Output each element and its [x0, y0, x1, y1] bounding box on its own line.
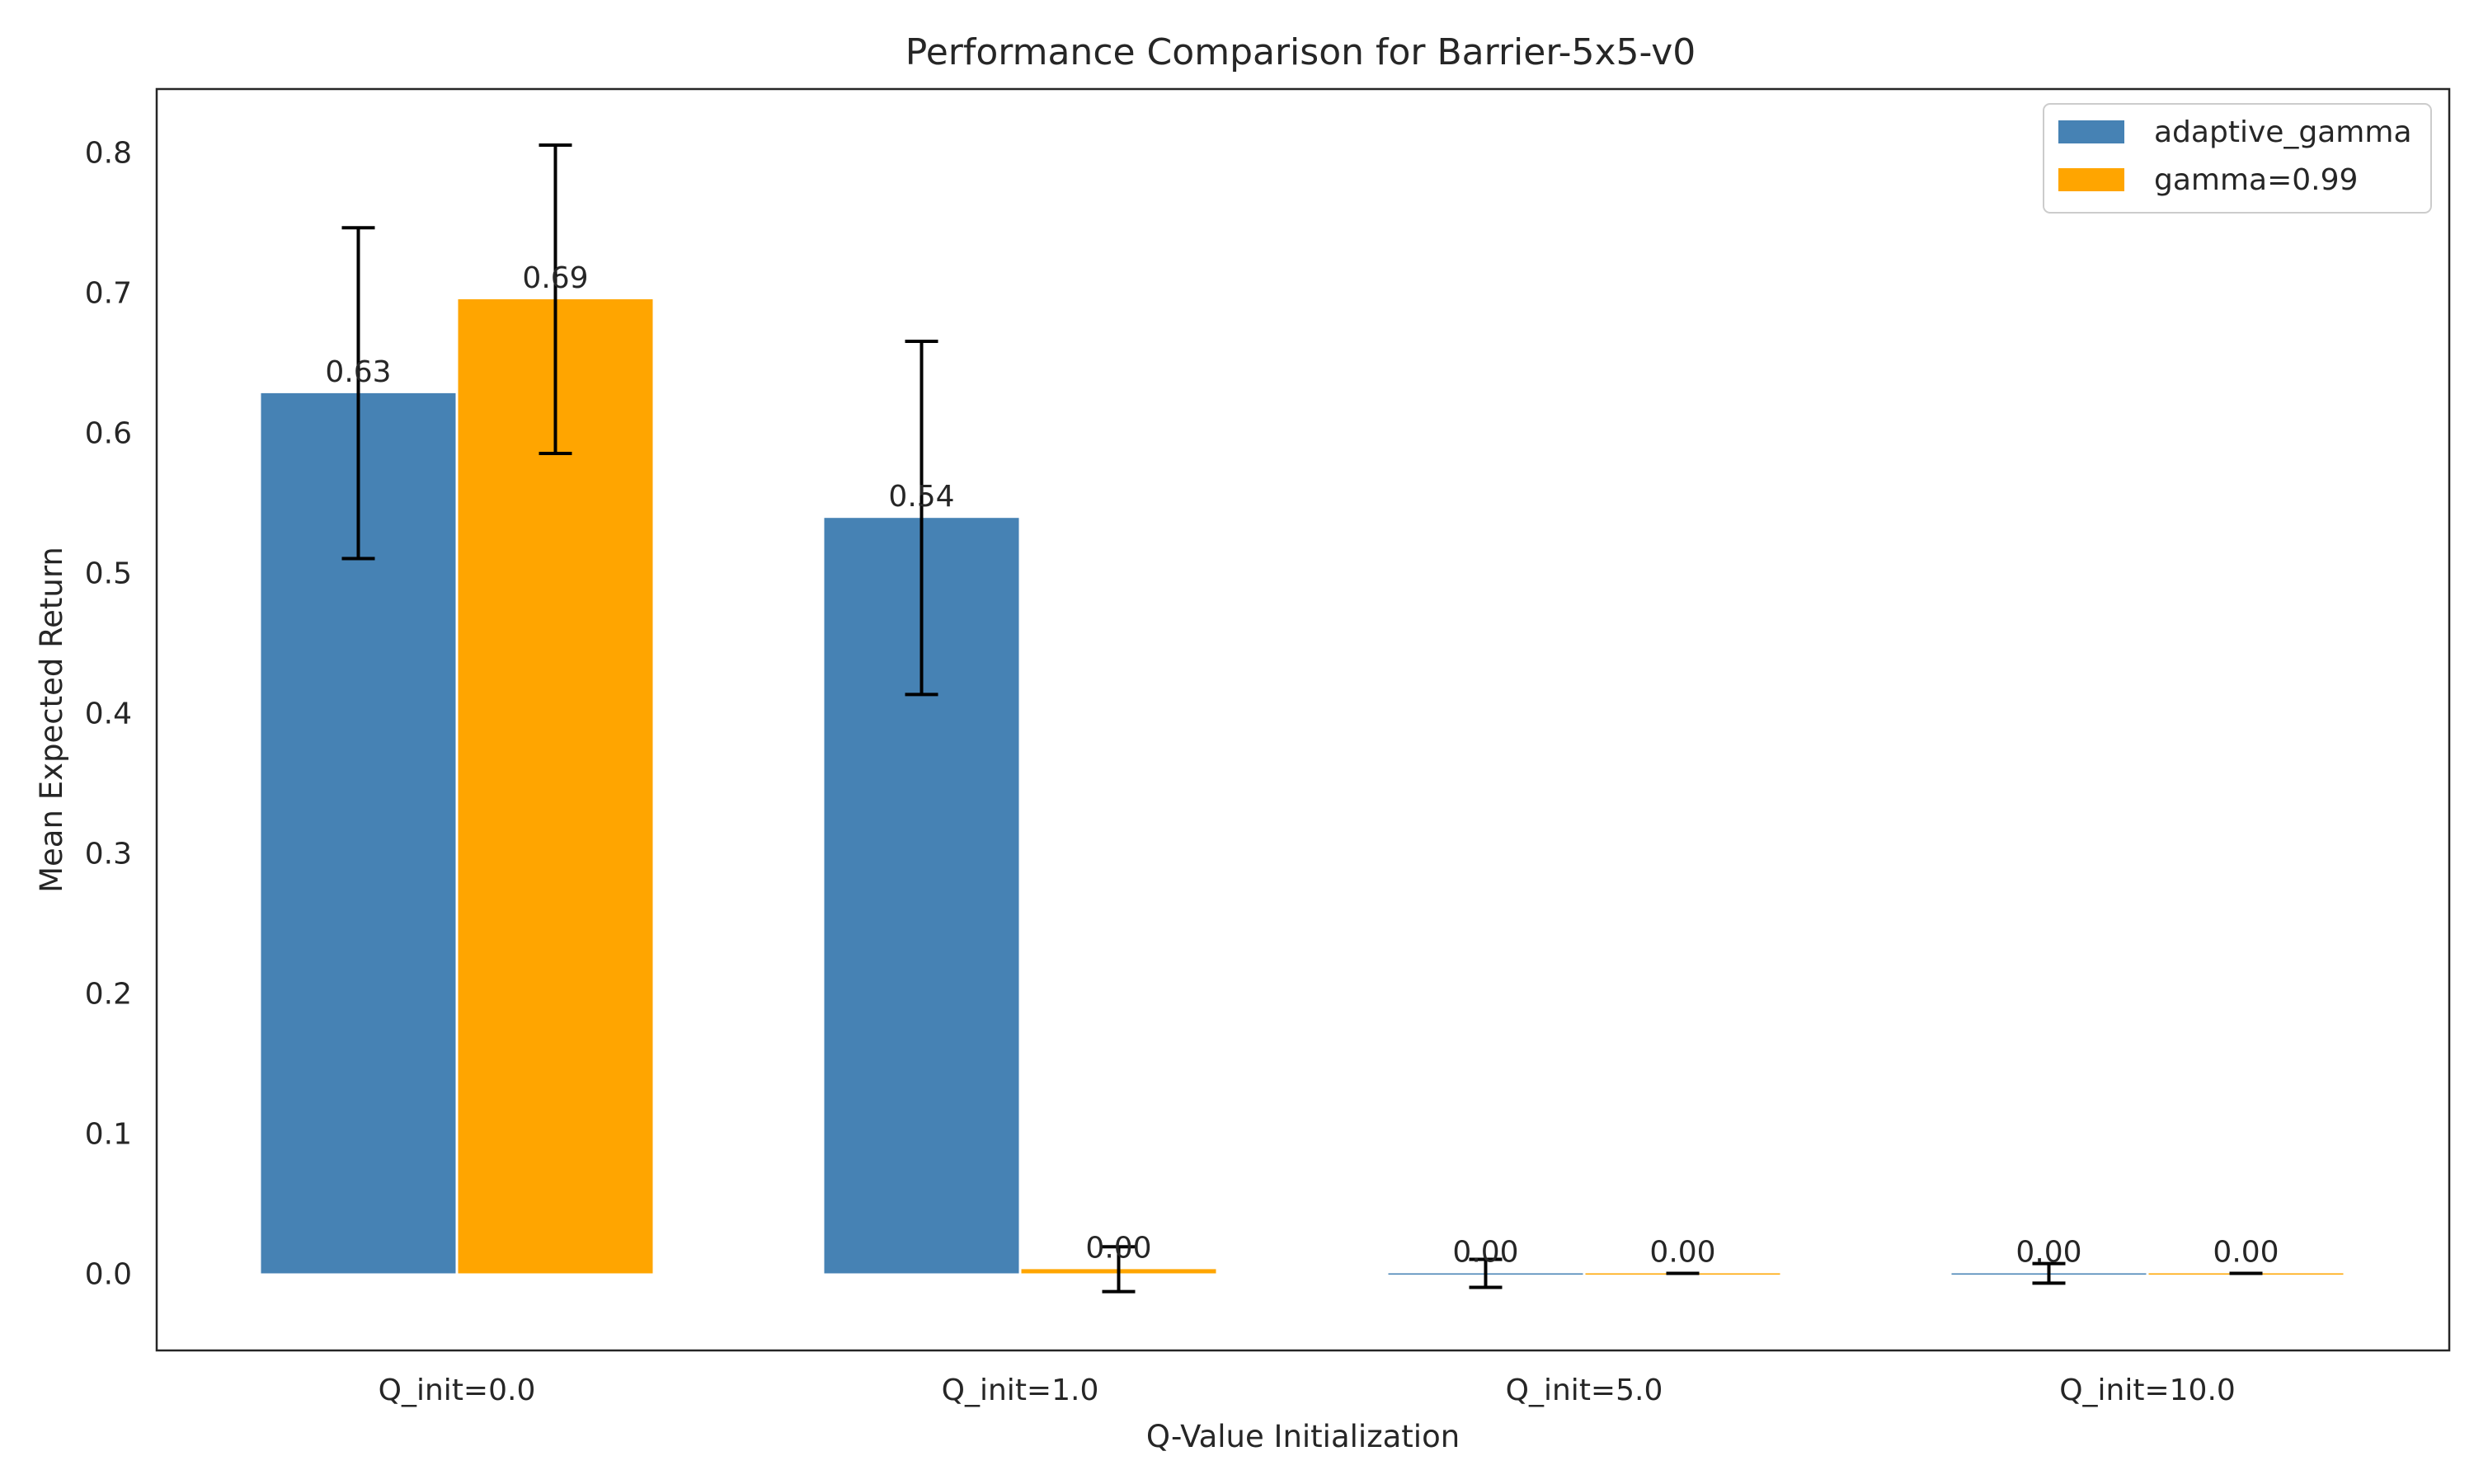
- y-tick-label: 0.1: [85, 1118, 132, 1152]
- data-label: 0.00: [2015, 1236, 2081, 1270]
- y-axis-label: Mean Expected Return: [34, 547, 69, 893]
- x-axis-label: Q-Value Initialization: [1146, 1419, 1460, 1454]
- legend-swatch-adaptive-gamma: [2058, 120, 2124, 143]
- legend-frame: [2043, 103, 2432, 214]
- data-label: 0.00: [1649, 1236, 1715, 1270]
- legend-label-adaptive-gamma: adaptive_gamma: [2154, 115, 2412, 149]
- x-tick-label: Q_init=5.0: [1506, 1374, 1663, 1407]
- data-label: 0.63: [325, 355, 391, 389]
- x-tick-label: Q_init=0.0: [379, 1374, 536, 1407]
- x-tick-label: Q_init=10.0: [2059, 1374, 2236, 1407]
- data-label: 0.69: [522, 261, 588, 295]
- legend: adaptive_gamma gamma=0.99: [2043, 103, 2432, 214]
- y-tick-label: 0.2: [85, 978, 132, 1012]
- plot-frame: [155, 87, 2451, 1352]
- data-label: 0.00: [1452, 1236, 1518, 1270]
- y-tick-label: 0.3: [85, 838, 132, 871]
- y-tick-label: 0.6: [85, 417, 132, 451]
- y-axis-ticks: 0.0 0.1 0.2 0.3 0.4 0.5 0.6 0.7 0.8: [85, 137, 132, 1292]
- bar-gamma-0-99-0: [458, 299, 653, 1274]
- y-tick-label: 0.8: [85, 137, 132, 171]
- x-axis-ticks: Q_init=0.0 Q_init=1.0 Q_init=5.0 Q_init=10.…: [379, 1374, 2236, 1407]
- chart-title: Performance Comparison for Barrier-5x5-v…: [905, 31, 1696, 73]
- y-tick-label: 0.4: [85, 697, 132, 731]
- data-label: 0.54: [888, 480, 954, 514]
- y-tick-label: 0.7: [85, 277, 132, 311]
- data-label: 0.00: [2213, 1236, 2279, 1270]
- data-label: 0.00: [1085, 1231, 1151, 1265]
- legend-swatch-gamma-0-99: [2058, 168, 2124, 191]
- plot-area: 0.63 0.54 0.00 0.00 0.69 0.00 0.00 0.00: [261, 143, 2344, 1294]
- y-tick-label: 0.0: [85, 1258, 132, 1292]
- legend-label-gamma-0-99: gamma=0.99: [2154, 163, 2358, 197]
- x-tick-label: Q_init=1.0: [942, 1374, 1099, 1407]
- y-tick-label: 0.5: [85, 557, 132, 591]
